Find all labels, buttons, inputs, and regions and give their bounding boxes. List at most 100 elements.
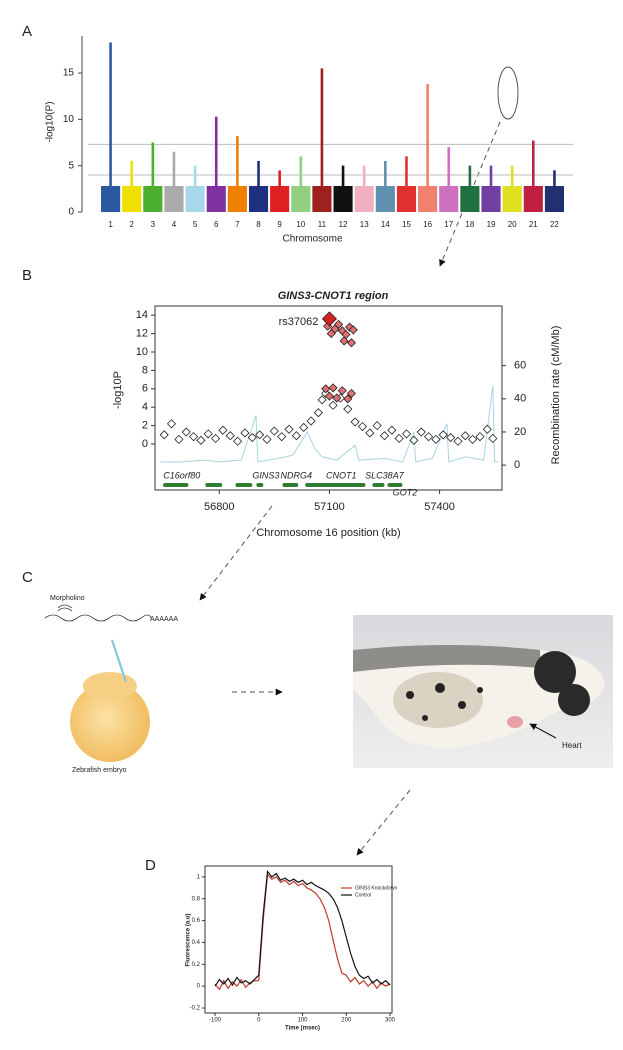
snp-point [332,393,342,403]
chromosome-snps [523,140,543,212]
snp-point [277,432,287,442]
highlight-ellipse [497,66,519,120]
legend-label: Control [355,892,371,898]
snp-point [343,394,353,404]
snp-point [174,434,184,444]
fish-yolk [393,672,483,728]
pigment [477,687,483,693]
x-tick-label: 12 [339,220,348,229]
poly-a-label: AAAAAA [150,616,178,623]
y2-tick-label: 60 [514,360,526,372]
gene-bar [282,483,299,487]
heart-arrow [529,723,557,739]
panel-label: C [22,569,33,586]
snp-point [317,395,327,405]
x-tick-label: 2 [129,220,134,229]
gene-label: CNOT1 [326,470,357,480]
snp-point [255,430,265,440]
snp-point [159,430,169,440]
snp-point [324,391,334,401]
snp-point [438,430,448,440]
y-axis-label: -log10P [112,371,124,409]
x-tick-label: 300 [385,1018,396,1024]
y-tick-label: 15 [63,68,75,79]
chromosome-snps [460,165,480,212]
y-tick-label: 10 [136,346,148,358]
y2-tick-label: 40 [514,393,526,405]
y-tick-label: 0 [142,438,148,450]
y2-tick-label: 0 [514,459,520,471]
snp-point [488,433,498,444]
y-tick-label: 0.2 [192,962,201,968]
y-axis-label: Fluorescence (a.u) [186,913,192,966]
y-tick-label: 0 [197,984,201,990]
snp-point [394,433,404,444]
snp-point [233,436,243,446]
snp-point [416,427,426,437]
panel-label: A [22,23,32,40]
snp-point [328,383,338,393]
y-tick-label: -0.2 [190,1006,201,1012]
snp-point [453,436,463,446]
snp-point [365,428,375,438]
gene-bar [372,483,385,487]
snp-point [446,432,456,443]
zebrafish-photo: Heart [353,615,613,768]
y-tick-label: 10 [63,114,75,125]
chromosome-snps [375,161,395,212]
x-tick-label: 19 [487,220,496,229]
snp-point [348,325,358,335]
snp-point [284,424,294,434]
connector-arrow [439,121,501,267]
snp-point [350,417,360,427]
chromosome-snps [502,165,522,212]
fish-stripe [353,645,540,672]
chromosome-snps [227,136,247,212]
x-tick-label: -100 [209,1018,222,1024]
snp-point [423,432,434,442]
y-tick-label: 12 [136,328,148,340]
snp-point [328,400,338,410]
y2-tick-label: 20 [514,426,526,438]
snp-point [321,311,337,327]
snp-point [409,435,419,445]
embryo-yolk [70,682,150,762]
snp-point [482,424,492,434]
gene-bar [305,483,366,487]
snp-point [357,421,368,432]
snp-point [306,416,316,426]
snp-point [346,338,357,348]
snp-point [218,425,228,435]
x-tick-label: 1 [108,220,113,229]
snp-point [211,433,221,444]
chromosome-snps [312,68,332,212]
snp-point [313,408,323,418]
chromosome-snps [206,116,226,212]
snp-point [345,322,355,332]
chromosome-snps [439,147,459,212]
chromosome-snps [481,165,501,212]
x-tick-label: 21 [529,220,538,229]
chromosome-snps [418,84,438,212]
chromosome-snps [164,151,184,212]
y-tick-label: 0.4 [192,940,201,946]
gene-label: NDRG4 [281,470,313,480]
gene-label: GOT2 [393,487,418,497]
snp-point [321,384,331,394]
y-tick-label: 14 [136,309,148,321]
gene-bar [163,483,189,487]
x-tick-label: 0 [257,1018,261,1024]
snp-label: rs37062 [279,316,319,328]
gene-label: SLC38A7 [365,470,405,480]
x-tick-label: 20 [508,220,517,229]
x-tick-label: 18 [465,220,474,229]
fish-eye [534,651,576,693]
gene-bar [205,483,223,487]
chromosome-snps [101,42,121,213]
plot-frame [204,865,393,1014]
x-tick-label: 8 [256,220,261,229]
chromosome-snps [185,165,205,212]
snp-point [401,429,412,439]
snp-point [387,425,397,435]
